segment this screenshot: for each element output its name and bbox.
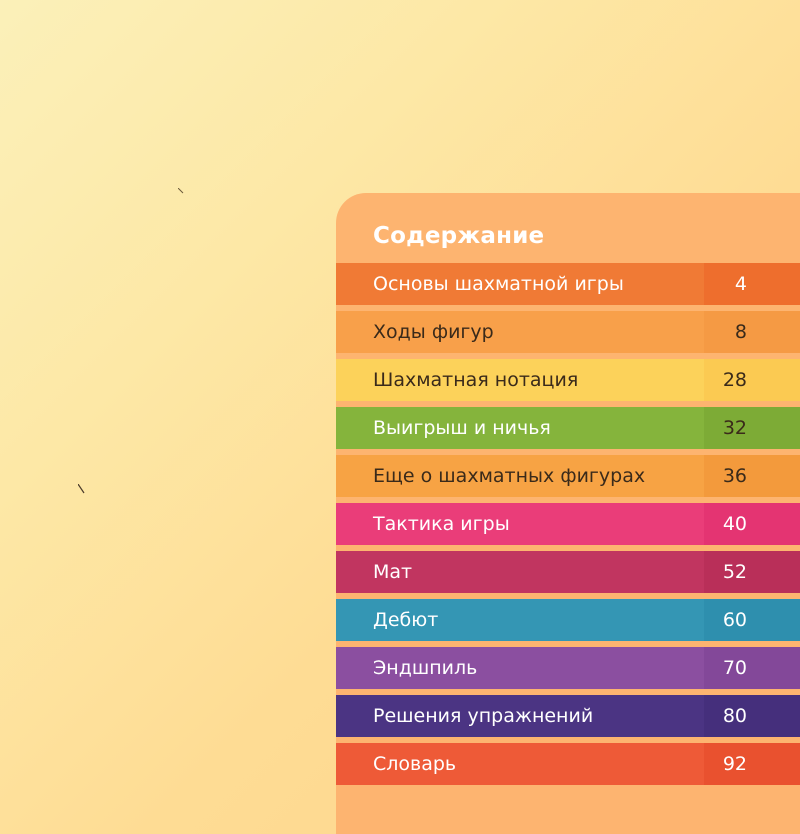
toc-entry[interactable]: Решения упражнений 80	[336, 695, 800, 737]
toc-entry[interactable]: Эндшпиль 70	[336, 647, 800, 689]
toc-entry-title: Решения упражнений	[373, 705, 594, 727]
toc-entry[interactable]: Дебют 60	[336, 599, 800, 641]
toc-entry-page-number: 32	[704, 407, 800, 449]
toc-entry-page-number: 60	[704, 599, 800, 641]
toc-entry[interactable]: Основы шахматной игры 4	[336, 263, 800, 305]
toc-entry-title: Словарь	[373, 753, 457, 775]
toc-entry-page-number: 80	[704, 695, 800, 737]
toc-entry-page-number: 40	[704, 503, 800, 545]
toc-entry-page-number: 8	[704, 311, 800, 353]
toc-entry-title: Шахматная нотация	[373, 369, 579, 391]
toc-entry-page-number: 52	[704, 551, 800, 593]
toc-entry-title: Дебют	[373, 609, 439, 631]
table-of-contents: Содержание Основы шахматной игры 4 Ходы фи…	[336, 193, 800, 834]
toc-entry-title: Еще о шахматных фигурах	[373, 465, 646, 487]
toc-entry-page-number: 36	[704, 455, 800, 497]
toc-entry-page-number: 28	[704, 359, 800, 401]
toc-entry[interactable]: Словарь 92	[336, 743, 800, 785]
toc-entry-page-number: 4	[704, 263, 800, 305]
toc-entry-title: Ходы фигур	[373, 321, 494, 343]
toc-entry-page-number: 70	[704, 647, 800, 689]
toc-title: Содержание	[373, 223, 545, 249]
toc-entry-title: Мат	[373, 561, 413, 583]
toc-entry[interactable]: Еще о шахматных фигурах 36	[336, 455, 800, 497]
paper-speck-mark	[178, 188, 184, 194]
toc-entry-title: Выигрыш и ничья	[373, 417, 551, 439]
toc-entry-page-number: 92	[704, 743, 800, 785]
toc-entry[interactable]: Тактика игры 40	[336, 503, 800, 545]
toc-list: Основы шахматной игры 4 Ходы фигур 8 Шахматн…	[336, 263, 800, 791]
paper-speck-mark	[78, 484, 85, 494]
toc-entry[interactable]: Шахматная нотация 28	[336, 359, 800, 401]
toc-entry-title: Эндшпиль	[373, 657, 478, 679]
toc-entry[interactable]: Мат 52	[336, 551, 800, 593]
toc-entry[interactable]: Выигрыш и ничья 32	[336, 407, 800, 449]
toc-entry[interactable]: Ходы фигур 8	[336, 311, 800, 353]
toc-entry-title: Основы шахматной игры	[373, 273, 624, 295]
toc-entry-title: Тактика игры	[373, 513, 510, 535]
